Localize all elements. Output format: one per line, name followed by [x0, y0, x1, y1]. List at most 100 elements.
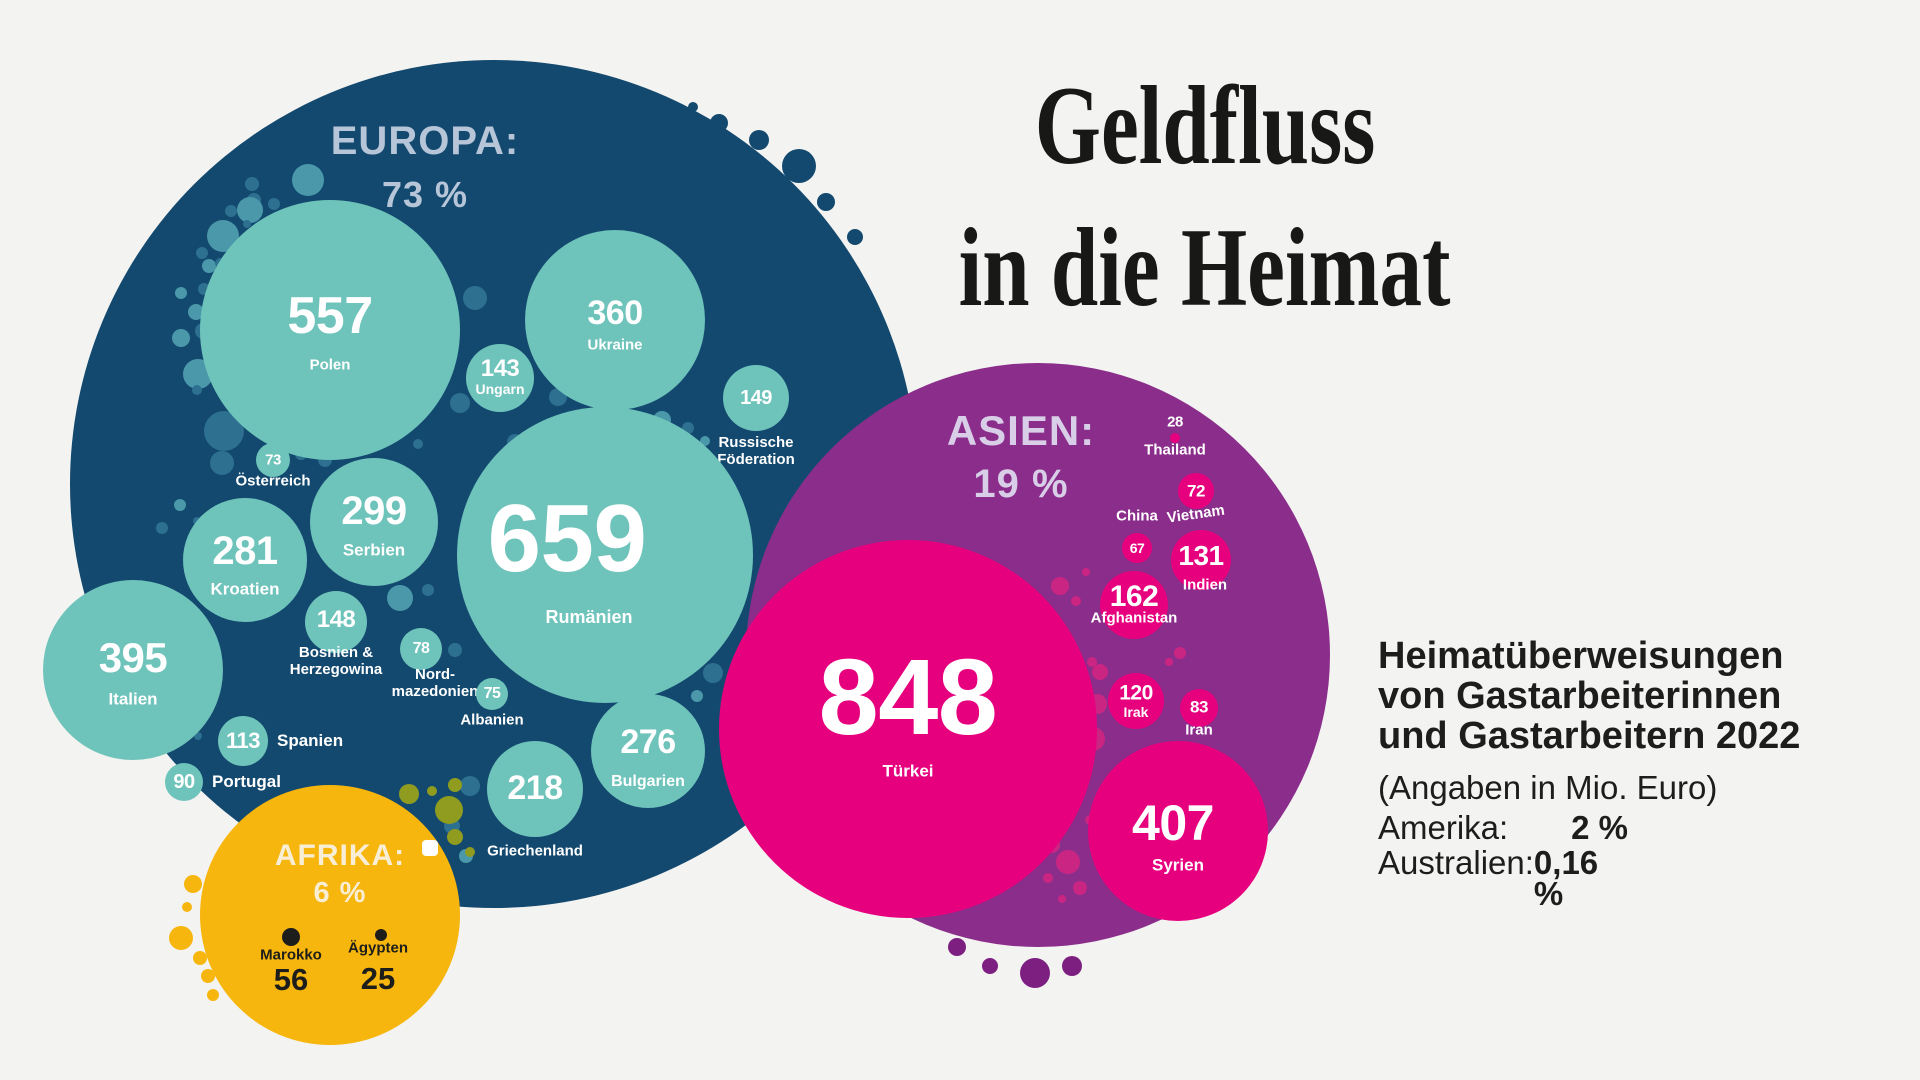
- decor-dot: [1165, 658, 1173, 666]
- decor-dot: [817, 193, 835, 211]
- bubble-label-aegypten: Ägypten: [348, 939, 408, 957]
- bubble-value-ungarn: 143: [480, 355, 520, 382]
- decor-dot: [700, 436, 710, 446]
- bubble-label-rumaenien: Rumänien: [545, 606, 633, 627]
- bubble-bosnien: [305, 591, 367, 653]
- bubble-value-spanien: 113: [226, 728, 261, 753]
- bubble-serbien: [310, 458, 438, 586]
- decor-dot: [1020, 958, 1050, 988]
- bubble-russische: [723, 365, 789, 431]
- decor-dot: [184, 875, 202, 893]
- decor-dot: [202, 259, 216, 273]
- bubble-value-bulgarien: 276: [620, 723, 676, 761]
- page-title-line2: in die Heimat: [959, 206, 1451, 330]
- bubble-iran: [1180, 689, 1218, 727]
- bubble-rumaenien: [457, 407, 753, 703]
- bubble-value-griechenland: 218: [507, 769, 563, 807]
- decor-dot: [691, 690, 703, 702]
- bubble-label-spanien: Spanien: [277, 731, 344, 750]
- bubble-value-syrien: 407: [1132, 795, 1214, 851]
- bubble-label-ungarn: Ungarn: [475, 381, 525, 398]
- decor-dot: [1071, 596, 1081, 606]
- decor-dot: [175, 287, 187, 299]
- afrika-region-share: 6 %: [313, 876, 367, 909]
- bubble-griechenland: [487, 741, 583, 837]
- decor-dot: [1051, 577, 1069, 595]
- bubble-value-bosnien: 148: [316, 606, 356, 633]
- bubble-value-china: 67: [1129, 540, 1145, 556]
- australien-label: Australien:: [1378, 844, 1534, 881]
- bubble-label-syrien: Syrien: [1152, 855, 1204, 875]
- bubble-label-kroatien: Kroatien: [210, 579, 280, 599]
- page-title-line1: Geldfluss: [1034, 64, 1376, 188]
- decor-dot: [210, 451, 234, 475]
- bubble-ungarn: [466, 344, 534, 412]
- decor-dot: [447, 829, 463, 845]
- decor-dot: [710, 114, 728, 132]
- decor-dot: [422, 584, 434, 596]
- info-row-australien: Australien: 0,16 %: [1378, 844, 1628, 910]
- bubble-italien: [43, 580, 223, 760]
- bubble-oesterreich: [256, 443, 290, 477]
- bubble-value-serbien: 299: [341, 489, 407, 533]
- europa-region-label: EUROPA:: [330, 119, 520, 163]
- bubble-albanien: [476, 678, 508, 710]
- bubble-china: [1122, 533, 1152, 563]
- bubble-value-vietnam: 72: [1187, 481, 1205, 501]
- bubble-label-polen: Polen: [309, 356, 351, 374]
- europa-region-share: 73 %: [381, 174, 469, 215]
- bubble-value-italien: 395: [98, 634, 168, 681]
- bubble-ukraine: [525, 230, 705, 410]
- decor-dot: [448, 778, 462, 792]
- decor-dot: [463, 286, 487, 310]
- bubble-label-portugal: Portugal: [212, 772, 281, 791]
- decor-dot: [169, 926, 193, 950]
- bubble-label-oesterreich: Österreich: [235, 472, 311, 490]
- decor-dot: [245, 177, 259, 191]
- bubble-value-nordmazedonien: 78: [412, 640, 430, 657]
- amerika-label: Amerika:: [1378, 809, 1509, 846]
- asien-region-label: ASIEN:: [946, 407, 1096, 454]
- bubble-marokko: [282, 928, 300, 946]
- decor-dot: [782, 149, 816, 183]
- bubble-label-iran: Iran: [1185, 721, 1213, 739]
- info-row-amerika: Amerika: 2 %: [1378, 809, 1628, 846]
- bubble-label-russische: Russische Föderation: [717, 434, 795, 468]
- decor-dot: [1062, 956, 1082, 976]
- bubble-irak: [1108, 673, 1164, 729]
- bubble-tuerkei: [719, 540, 1097, 918]
- decor-dot: [207, 989, 219, 1001]
- asien-region-share: 19 %: [973, 462, 1069, 507]
- bubble-label-ukraine: Ukraine: [587, 336, 643, 354]
- bubble-value-oesterreich: 73: [265, 451, 281, 469]
- bubble-value-rumaenien: 659: [487, 485, 647, 592]
- bubble-bulgarien: [591, 694, 705, 808]
- bubble-label-irak: Irak: [1123, 704, 1149, 721]
- decor-dot: [448, 643, 462, 657]
- decor-dot: [172, 329, 190, 347]
- decor-dot: [292, 164, 324, 196]
- afrika-region-title: AFRIKA: 6 %: [215, 840, 465, 908]
- bubble-label-griechenland: Griechenland: [487, 842, 583, 860]
- amerika-value: 2 %: [1571, 809, 1628, 846]
- decor-dot: [192, 385, 202, 395]
- bubble-polen: [200, 200, 460, 460]
- bubble-label-indien: Indien: [1182, 576, 1228, 594]
- bubble-value-iran: 83: [1190, 697, 1208, 717]
- bubble-aegypten: [375, 929, 387, 941]
- decor-dot: [201, 969, 215, 983]
- decor-dot: [1058, 895, 1066, 903]
- info-heading: Heimatüberweisungen von Gastarbeiterinne…: [1378, 635, 1801, 757]
- bubble-label-afghanistan: Afghanistan: [1090, 609, 1178, 627]
- bubble-afghanistan: [1100, 571, 1168, 639]
- bubble-spanien: [218, 716, 268, 766]
- bubble-value-marokko: 56: [273, 962, 309, 997]
- decor-dot: [460, 776, 480, 796]
- info-unit-note: (Angaben in Mio. Euro): [1378, 769, 1718, 806]
- decor-dot: [982, 958, 998, 974]
- bubble-label-china: China: [1116, 507, 1158, 525]
- bubble-label-marokko: Marokko: [260, 946, 322, 964]
- decor-dot: [450, 393, 470, 413]
- decor-dot: [948, 938, 966, 956]
